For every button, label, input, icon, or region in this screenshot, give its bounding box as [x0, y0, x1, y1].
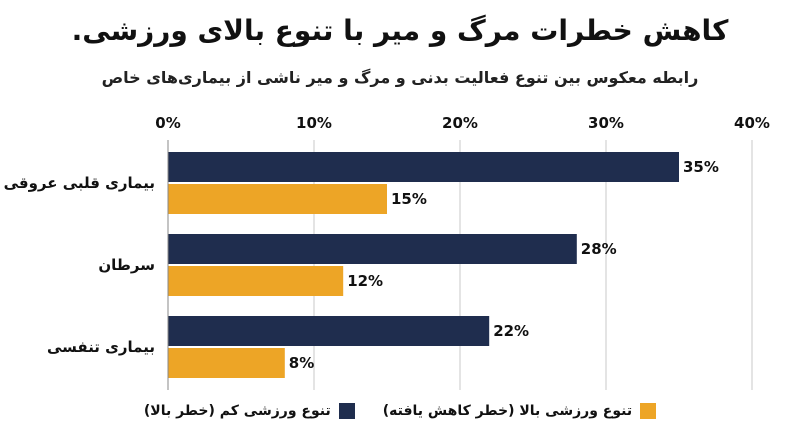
- legend-swatch-low: [640, 403, 657, 419]
- legend-item-low: تنوع ورزشی بالا (خطر کاهش یافته): [382, 403, 657, 419]
- bar-high: [168, 152, 679, 182]
- bar-low: [168, 266, 344, 296]
- legend-label-low: تنوع ورزشی بالا (خطر کاهش یافته): [382, 403, 633, 419]
- x-tick-label: 40%: [734, 114, 770, 132]
- bar-high: [168, 316, 490, 346]
- category-label: بیماری قلبی عروقی: [4, 174, 155, 192]
- chart-subtitle: رابطه معکوس بین تنوع فعالیت بدنی و مرگ و…: [101, 68, 699, 87]
- data-label: 8%: [289, 354, 314, 372]
- data-label: 28%: [581, 240, 617, 258]
- bar-low: [168, 348, 285, 378]
- data-label: 15%: [391, 190, 427, 208]
- x-tick-label: 10%: [296, 114, 332, 132]
- legend-item-high: تنوع ورزشی کم (خطر بالا): [144, 403, 355, 419]
- bar-high: [168, 234, 577, 264]
- x-tick-label: 30%: [588, 114, 624, 132]
- data-label: 12%: [347, 272, 383, 290]
- chart-legend: تنوع ورزشی بالا (خطر کاهش یافته) تنوع ور…: [0, 403, 800, 419]
- legend-label-high: تنوع ورزشی کم (خطر بالا): [143, 403, 331, 419]
- legend-swatch-high: [338, 403, 355, 419]
- bar-low: [168, 184, 387, 214]
- x-tick-label: 20%: [442, 114, 478, 132]
- chart-title: کاهش خطرات مرگ و میر با تنوع بالای ورزشی…: [71, 14, 729, 47]
- data-label: 22%: [493, 322, 529, 340]
- data-label: 35%: [683, 158, 719, 176]
- x-tick-label: 0%: [155, 114, 180, 132]
- category-label: بیماری تنفسی: [47, 338, 155, 356]
- category-label: سرطان: [98, 256, 155, 274]
